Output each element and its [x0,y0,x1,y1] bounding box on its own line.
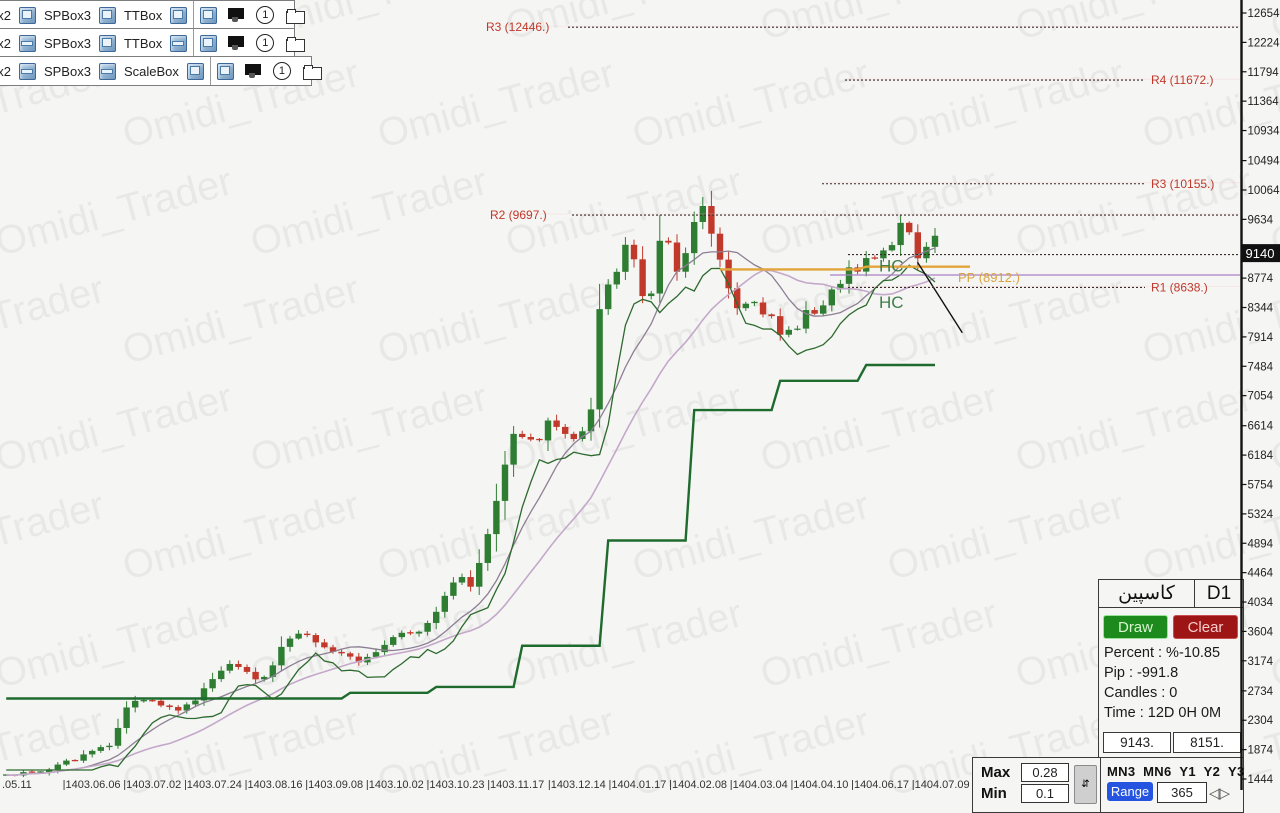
svg-text:|1404.02.08: |1404.02.08 [669,779,727,790]
svg-text:|1403.10.02: |1403.10.02 [366,779,424,790]
svg-text:12224: 12224 [1248,37,1280,49]
svg-text:11364: 11364 [1248,96,1280,108]
svg-text:|1403.07.02: |1403.07.02 [123,779,181,790]
svg-text:|1403.06.06: |1403.06.06 [63,779,121,790]
svg-text:|1403.10.23: |1403.10.23 [427,779,485,790]
svg-text:|1404.06.17: |1404.06.17 [851,779,909,790]
svg-text:|1404.04.10: |1404.04.10 [790,779,848,790]
svg-text:R2 (9697.): R2 (9697.) [490,208,547,222]
svg-text:7054: 7054 [1248,391,1274,403]
svg-text:|1403.11.17: |1403.11.17 [487,779,544,790]
svg-text:6614: 6614 [1248,421,1274,433]
svg-text:PP (8912.): PP (8912.) [958,270,1020,285]
svg-text:3174: 3174 [1248,656,1274,668]
svg-text:|1403.08.16: |1403.08.16 [245,779,303,790]
svg-text:1444: 1444 [1248,774,1274,786]
svg-text:R3 (12446.): R3 (12446.) [486,20,549,34]
svg-text:4464: 4464 [1248,568,1274,580]
svg-text:|1403.09.08: |1403.09.08 [305,779,363,790]
svg-text:6184: 6184 [1248,450,1274,462]
svg-text:7914: 7914 [1248,332,1274,344]
svg-text:5324: 5324 [1248,509,1274,521]
svg-text:10494: 10494 [1248,156,1280,168]
svg-text:8344: 8344 [1248,303,1274,315]
svg-text:4034: 4034 [1248,597,1274,609]
svg-text:7484: 7484 [1248,361,1274,373]
svg-text:HC: HC [879,293,904,312]
svg-text:10934: 10934 [1248,126,1280,138]
svg-text:8774: 8774 [1248,273,1274,285]
svg-text:9140: 9140 [1246,246,1275,261]
svg-text:3604: 3604 [1248,626,1274,638]
svg-text:HC: HC [879,257,904,276]
svg-text:|1403.12.14: |1403.12.14 [548,779,606,790]
svg-text:4894: 4894 [1248,538,1274,550]
svg-text:R3 (10155.): R3 (10155.) [1151,177,1214,191]
svg-text:|1404.03.04: |1404.03.04 [730,779,788,790]
svg-text:11794: 11794 [1248,67,1280,79]
svg-text:|1404.01.17: |1404.01.17 [609,779,667,790]
svg-text:|1403.07.24: |1403.07.24 [184,779,242,790]
svg-text:R1 (8638.): R1 (8638.) [1151,280,1208,294]
svg-text:2304: 2304 [1248,715,1274,727]
svg-text:5754: 5754 [1248,479,1274,491]
svg-text:2734: 2734 [1248,686,1274,698]
svg-text:12654: 12654 [1248,8,1280,20]
svg-text:1874: 1874 [1248,745,1274,757]
svg-text:|1404.07.09: |1404.07.09 [912,779,970,790]
svg-text:10064: 10064 [1248,185,1280,197]
svg-text:R4 (11672.): R4 (11672.) [1151,73,1213,87]
svg-text:.05.11: .05.11 [2,779,32,790]
svg-text:9634: 9634 [1248,214,1274,226]
